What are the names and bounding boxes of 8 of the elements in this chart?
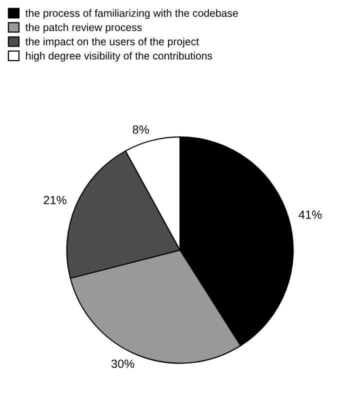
data-label: 21%	[44, 196, 66, 204]
data-label: 41%	[298, 210, 322, 219]
legend-label: high degree visibility of the contributions	[26, 52, 212, 62]
legend-label: the patch review process	[25, 23, 142, 34]
legend-label: the process of familiarizing with the codebase	[25, 9, 238, 19]
data-label: 8%	[132, 125, 149, 134]
legend-label: the impact on the users of the project	[25, 38, 199, 48]
data-label: 30%	[111, 360, 134, 368]
